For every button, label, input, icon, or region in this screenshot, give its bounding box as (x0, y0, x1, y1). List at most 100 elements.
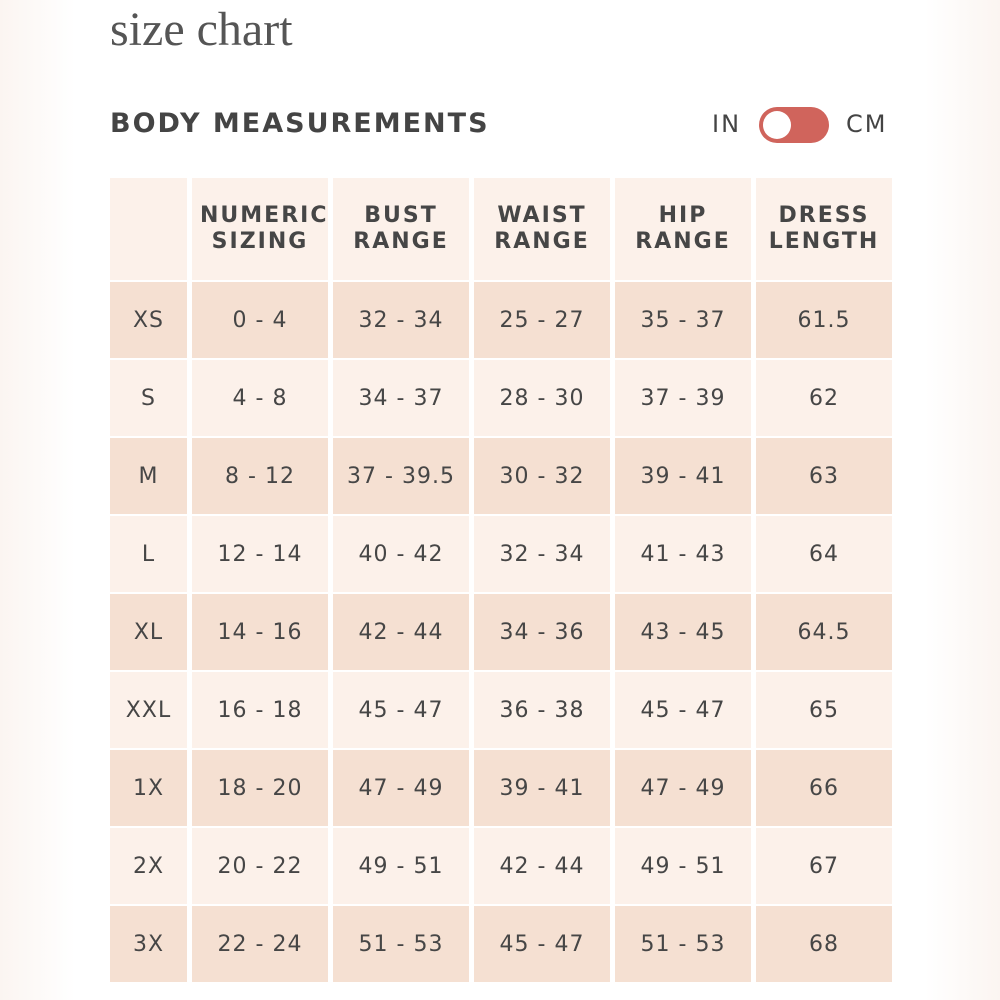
cell-text: 40 - 42 (358, 541, 444, 567)
table-cell: 4 - 8 (192, 360, 328, 436)
cell-text: 49 - 51 (358, 853, 444, 879)
table-cell: 39 - 41 (615, 438, 751, 514)
cell-text: 35 - 37 (640, 307, 726, 333)
header-cell (110, 178, 187, 280)
table-cell: 39 - 41 (474, 750, 610, 826)
cell-text: 8 - 12 (225, 463, 295, 489)
cell-text: 36 - 38 (499, 697, 585, 723)
header-cell: HIP RANGE (615, 178, 751, 280)
table-cell: 16 - 18 (192, 672, 328, 748)
table-cell: 49 - 51 (615, 828, 751, 904)
cell-text: DRESS LENGTH (768, 203, 880, 254)
cell-text: 68 (809, 931, 839, 957)
cell-text: 1X (132, 775, 165, 801)
table-cell: 42 - 44 (474, 828, 610, 904)
cell-text: 42 - 44 (358, 619, 444, 645)
cell-text: 66 (809, 775, 839, 801)
table-cell: 8 - 12 (192, 438, 328, 514)
cell-text: 67 (809, 853, 839, 879)
cell-text: 37 - 39.5 (347, 463, 455, 489)
table-cell: 51 - 53 (333, 906, 469, 982)
table-cell: 42 - 44 (333, 594, 469, 670)
table-cell: 47 - 49 (615, 750, 751, 826)
table-cell: 66 (756, 750, 892, 826)
table-cell: 67 (756, 828, 892, 904)
cell-text: 45 - 47 (499, 931, 585, 957)
table-cell: 37 - 39.5 (333, 438, 469, 514)
table-cell: 45 - 47 (333, 672, 469, 748)
cell-text: 2X (132, 853, 165, 879)
cell-text: XS (132, 307, 165, 333)
table-cell: 28 - 30 (474, 360, 610, 436)
table-cell: 40 - 42 (333, 516, 469, 592)
toggle-label-cm[interactable]: CM (846, 110, 888, 138)
table-cell: 49 - 51 (333, 828, 469, 904)
table-cell: 61.5 (756, 282, 892, 358)
cell-text: 64 (809, 541, 839, 567)
size-label: 1X (110, 750, 187, 826)
cell-text: 14 - 16 (217, 619, 303, 645)
cell-text: 30 - 32 (499, 463, 585, 489)
cell-text: WAIST RANGE (494, 203, 590, 254)
section-heading: BODY MEASUREMENTS (110, 108, 490, 139)
table-cell: 63 (756, 438, 892, 514)
cell-text: 20 - 22 (217, 853, 303, 879)
cell-text: XL (133, 619, 164, 645)
table-cell: 62 (756, 360, 892, 436)
header-cell: WAIST RANGE (474, 178, 610, 280)
table-cell: 22 - 24 (192, 906, 328, 982)
table-cell: 64 (756, 516, 892, 592)
unit-toggle[interactable] (759, 107, 829, 143)
cell-text: 45 - 47 (640, 697, 726, 723)
size-label: XL (110, 594, 187, 670)
table-cell: 12 - 14 (192, 516, 328, 592)
cell-text: 16 - 18 (217, 697, 303, 723)
size-label: S (110, 360, 187, 436)
cell-text: 49 - 51 (640, 853, 726, 879)
cell-text: BUST RANGE (353, 203, 449, 254)
size-label: 2X (110, 828, 187, 904)
cell-text: 47 - 49 (358, 775, 444, 801)
cell-text: S (141, 385, 156, 411)
cell-text: 32 - 34 (499, 541, 585, 567)
table-cell: 18 - 20 (192, 750, 328, 826)
cell-text: 41 - 43 (640, 541, 726, 567)
table-cell: 32 - 34 (333, 282, 469, 358)
cell-text: 39 - 41 (640, 463, 726, 489)
table-cell: 64.5 (756, 594, 892, 670)
toggle-label-in[interactable]: IN (712, 110, 742, 138)
table-cell: 34 - 36 (474, 594, 610, 670)
cell-text: 51 - 53 (358, 931, 444, 957)
cell-text: 47 - 49 (640, 775, 726, 801)
cell-text: 18 - 20 (217, 775, 303, 801)
table-cell: 35 - 37 (615, 282, 751, 358)
table-cell: 32 - 34 (474, 516, 610, 592)
cell-text: 45 - 47 (358, 697, 444, 723)
table-cell: 45 - 47 (615, 672, 751, 748)
cell-text: 39 - 41 (499, 775, 585, 801)
size-label: XXL (110, 672, 187, 748)
cell-text: 64.5 (797, 619, 851, 645)
table-cell: 51 - 53 (615, 906, 751, 982)
cell-text: NUMERIC SIZING (200, 203, 329, 254)
size-label: 3X (110, 906, 187, 982)
table-cell: 0 - 4 (192, 282, 328, 358)
table-cell: 65 (756, 672, 892, 748)
cell-text: 34 - 36 (499, 619, 585, 645)
cell-text: 37 - 39 (640, 385, 726, 411)
cell-text: 63 (809, 463, 839, 489)
cell-text: 3X (132, 931, 165, 957)
table-cell: 68 (756, 906, 892, 982)
cell-text: 42 - 44 (499, 853, 585, 879)
cell-text: 12 - 14 (217, 541, 303, 567)
table-cell: 41 - 43 (615, 516, 751, 592)
table-cell: 45 - 47 (474, 906, 610, 982)
header-cell: BUST RANGE (333, 178, 469, 280)
header-cell: NUMERIC SIZING (192, 178, 328, 280)
table-cell: 25 - 27 (474, 282, 610, 358)
table-cell: 14 - 16 (192, 594, 328, 670)
cell-text: 61.5 (797, 307, 851, 333)
header-cell: DRESS LENGTH (756, 178, 892, 280)
cell-text: XXL (125, 697, 172, 723)
